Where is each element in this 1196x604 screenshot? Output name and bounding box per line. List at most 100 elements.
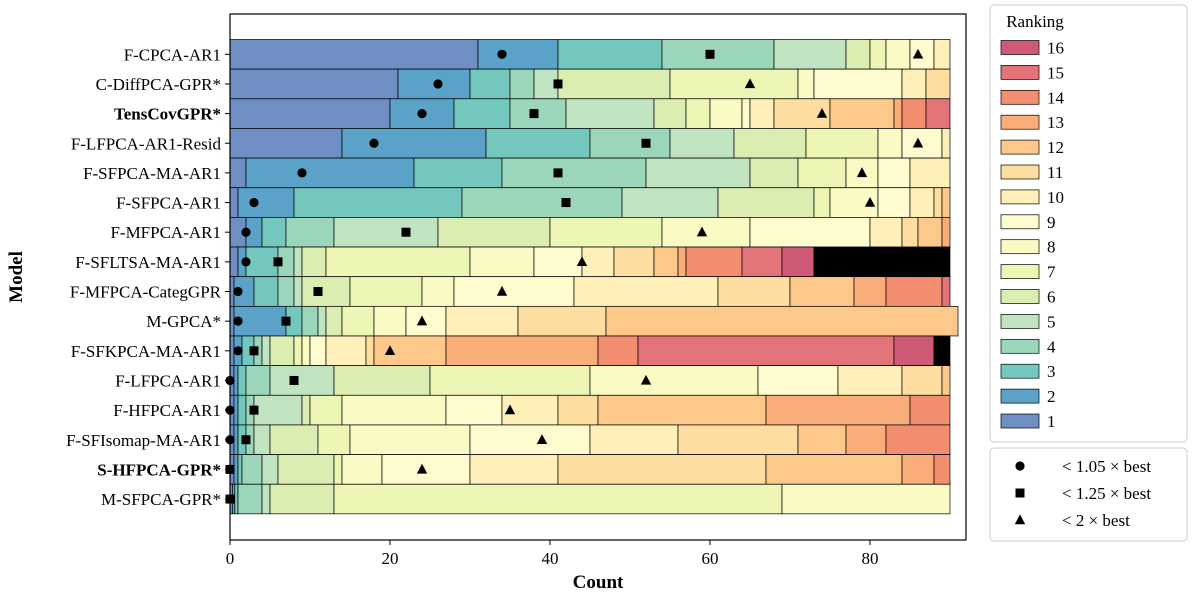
bar-segment-f-lfpca-ar1-rank-12 — [941, 365, 951, 396]
marker-square-f-sfltsa-ma-ar1 — [273, 257, 283, 267]
legend-label-rank-14: 14 — [1047, 88, 1065, 107]
marker-triangle-c-diffpca-gpr — [744, 78, 756, 89]
marker-square-f-sfisomap-ma-ar1 — [241, 435, 251, 445]
bar-segment-m-sfpca-gpr-rank-3 — [234, 483, 239, 515]
legend-label-rank-4: 4 — [1047, 337, 1056, 356]
bar-segment-f-cpca-ar1-rank-2 — [477, 39, 559, 70]
legend-label-rank-1: 1 — [1047, 412, 1056, 431]
y-tick-label-f-lfpca-ar1-resid: F-LFPCA-AR1-Resid — [71, 134, 222, 153]
bar-segment-m-gpca-rank-8 — [373, 306, 407, 337]
bar-segment-f-cpca-ar1-rank-3 — [557, 39, 663, 70]
bar-segment-c-diffpca-gpr-rank-3 — [469, 68, 511, 100]
bar-segment-f-hfpca-ar1-rank-7 — [309, 394, 343, 426]
bar-segment-s-hfpca-gpr-rank-7 — [333, 454, 343, 485]
y-tick-label-f-sfpca-ar1: F-SFPCA-AR1 — [116, 194, 221, 213]
marker-triangle-f-cpca-ar1 — [912, 48, 924, 59]
marker-legend: < 1.05 × best < 1.25 × best < 2 × best — [989, 447, 1188, 542]
legend-swatch-rank-6 — [1000, 289, 1040, 304]
marker-triangle-f-sfisomap-ma-ar1 — [536, 434, 548, 444]
bar-segment-f-sfltsa-ma-ar1-rank-8 — [469, 246, 535, 278]
bar-segment-f-mfpca-ar1-rank-5 — [333, 217, 439, 248]
marker-legend-frame — [989, 447, 1188, 542]
bar-segment-f-sfltsa-ma-ar1-rank-11 — [613, 246, 655, 278]
bar-segment-c-diffpca-gpr-rank-1 — [229, 68, 399, 100]
bar-segment-f-mfpca-ar1-rank-12 — [917, 217, 943, 248]
bar-segment-f-lfpca-ar1-resid-rank-1 — [229, 128, 343, 159]
bar-segment-f-lfpca-ar1-rank-5 — [269, 365, 335, 396]
bar-segment-f-lfpca-ar1-rank-10 — [837, 365, 903, 396]
legend-swatch-rank-9 — [1000, 214, 1040, 230]
bar-segment-f-cpca-ar1-rank-7 — [869, 39, 887, 70]
bar-segment-tenscovgpr-rank-9 — [741, 98, 751, 129]
bar-segment-f-hfpca-ar1-rank-8 — [341, 394, 447, 426]
bar-segment-f-lfpca-ar1-resid-rank-10 — [941, 128, 951, 159]
legend-label-rank-10: 10 — [1047, 188, 1064, 207]
bar-segment-f-sfltsa-ma-ar1-rank-7 — [325, 246, 471, 278]
marker-square-m-gpca — [281, 316, 291, 326]
marker-triangle-f-sfpca-ma-ar1 — [856, 167, 868, 178]
bar-segment-f-mfpca-ar1-rank-10 — [869, 217, 903, 248]
bar-segment-m-gpca-rank-11 — [517, 306, 607, 337]
marker-circle-f-sfltsa-ma-ar1 — [241, 257, 251, 267]
x-tick-label-20: 20 — [382, 549, 399, 568]
bar-segment-f-sfpca-ar1-rank-11 — [933, 187, 943, 218]
bar-segment-f-mfpca-ar1-rank-8 — [661, 217, 751, 248]
marker-square-f-lfpca-ar1 — [289, 375, 299, 385]
marker-circle-f-cpca-ar1 — [497, 49, 507, 59]
marker-square-f-sfkpca-ma-ar1 — [249, 346, 259, 356]
bar-segment-f-sfisomap-ma-ar1-rank-10 — [589, 424, 679, 455]
bar-segment-f-sfisomap-ma-ar1-rank-9 — [469, 424, 591, 455]
bar-segment-f-mfpca-categgpr-rank-7 — [349, 276, 423, 307]
bar-segment-c-diffpca-gpr-rank-8 — [797, 68, 815, 100]
bar-segment-f-mfpca-ar1-rank-13 — [941, 217, 951, 248]
bar-segment-f-sfkpca-ma-ar1-rank-16 — [893, 335, 935, 366]
bar-segment-f-mfpca-categgpr-rank-11 — [717, 276, 791, 307]
marker-circle-f-mfpca-categgpr — [233, 286, 243, 297]
bar-segment-f-hfpca-ar1-rank-2 — [233, 394, 239, 426]
bar-segment-f-mfpca-ar1-rank-11 — [901, 217, 919, 248]
bar-segment-f-sfkpca-ma-ar1-rank-7 — [293, 335, 303, 366]
legend-marker-square — [1015, 488, 1025, 498]
y-tick-label-f-mfpca-categgpr: F-MFPCA-CategGPR — [70, 283, 222, 302]
bar-segment-f-sfltsa-ma-ar1-rank-16 — [781, 246, 815, 278]
bar-segment-s-hfpca-gpr-rank-9 — [381, 454, 471, 485]
bar-segment-m-gpca-rank-5 — [317, 306, 327, 337]
bar-segment-f-sfpca-ar1-rank-10 — [909, 187, 935, 218]
bar-segment-c-diffpca-gpr-rank-11 — [925, 68, 951, 100]
bar-segment-f-sfisomap-ma-ar1-rank-2 — [233, 424, 239, 455]
legend-swatch-rank-8 — [1000, 239, 1040, 255]
y-tick-label-f-mfpca-ar1: F-MFPCA-AR1 — [110, 223, 221, 242]
y-tick-label-f-cpca-ar1: F-CPCA-AR1 — [124, 45, 221, 64]
bar-segment-f-sfkpca-ma-ar1-rank-14 — [597, 335, 639, 366]
bar-segment-f-sfpca-ar1-rank-7 — [813, 187, 831, 218]
bar-segment-f-sfpca-ar1-rank-6 — [717, 187, 815, 218]
bars-layer — [229, 39, 959, 515]
bar-segment-m-sfpca-gpr-rank-6 — [269, 483, 335, 515]
bar-segment-f-cpca-ar1-rank-10 — [933, 39, 951, 70]
bar-segment-f-sfkpca-ma-ar1-rank-8 — [301, 335, 311, 366]
bar-segment-f-mfpca-categgpr-rank-4 — [277, 276, 295, 307]
bar-segment-f-lfpca-ar1-resid-rank-6 — [733, 128, 807, 159]
bar-segment-s-hfpca-gpr-rank-14 — [933, 454, 951, 485]
y-tick-label-f-lfpca-ar1: F-LFPCA-AR1 — [115, 371, 221, 390]
bar-segment-f-hfpca-ar1-rank-5 — [253, 394, 303, 426]
bar-segment-s-hfpca-gpr-rank-6 — [277, 454, 335, 485]
bar-segment-f-hfpca-ar1-rank-11 — [557, 394, 599, 426]
marker-circle-f-sfkpca-ma-ar1 — [233, 346, 243, 356]
bar-segment-s-hfpca-gpr-rank-4 — [241, 454, 263, 485]
bar-segment-f-sfpca-ma-ar1-rank-2 — [245, 157, 415, 189]
bar-segment-f-sfpca-ar1-rank-2 — [237, 187, 295, 218]
bar-segment-f-sfisomap-ma-ar1-rank-12 — [797, 424, 847, 455]
marker-circle-f-sfpca-ma-ar1 — [297, 168, 307, 178]
bar-segment-f-sfltsa-ma-ar1-rank-9 — [533, 246, 583, 278]
legend-label-rank-8: 8 — [1047, 238, 1056, 257]
legend-label-rank-7: 7 — [1047, 263, 1056, 282]
marker-square-tenscovgpr — [529, 109, 539, 119]
marker-triangle-f-sfpca-ar1 — [864, 196, 876, 207]
legend-swatch-rank-4 — [1000, 338, 1040, 354]
marker-circle-tenscovgpr — [417, 109, 427, 119]
legend-label-rank-3: 3 — [1047, 362, 1056, 381]
bar-segment-f-lfpca-ar1-rank-6 — [333, 365, 431, 396]
legend-label-rank-11: 11 — [1047, 163, 1063, 182]
ranking-legend-title: Ranking — [1006, 12, 1064, 31]
